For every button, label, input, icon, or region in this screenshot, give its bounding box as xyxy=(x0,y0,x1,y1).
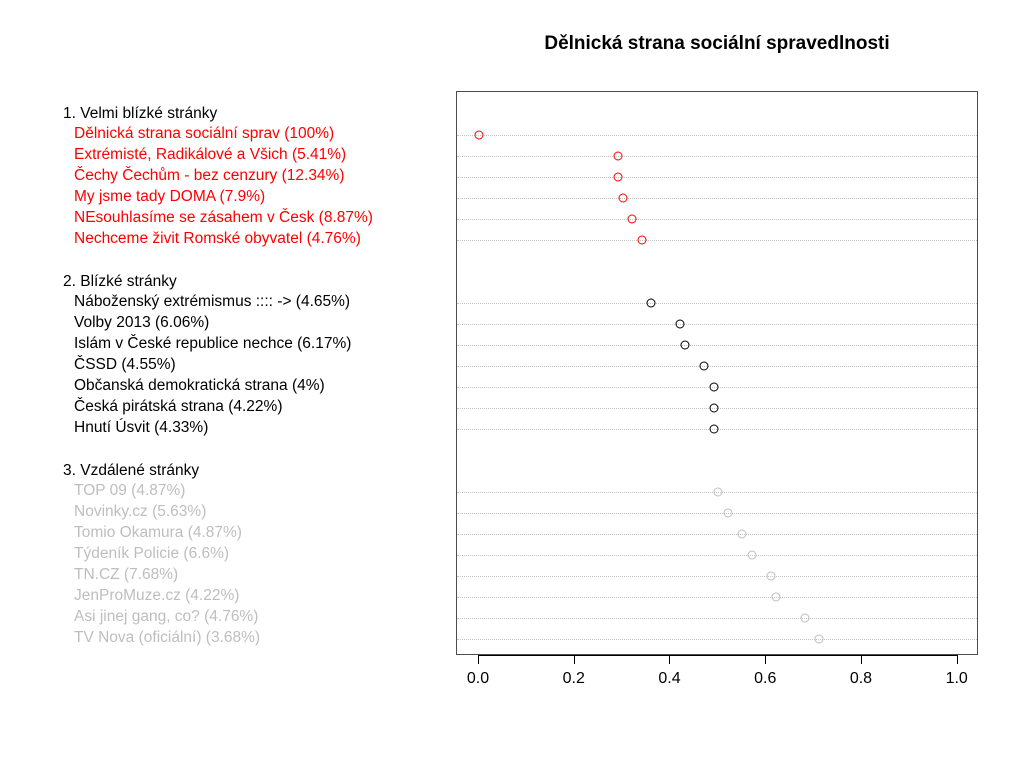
data-point[interactable] xyxy=(627,214,637,224)
x-axis-tick xyxy=(573,655,575,664)
x-axis: 0.0 0.2 0.4 0.6 0.8 1.0 xyxy=(456,655,978,715)
data-point[interactable] xyxy=(709,424,719,434)
group-header-2: 2. Blízké stránky xyxy=(63,273,177,290)
plot-panel xyxy=(456,91,978,655)
data-point[interactable] xyxy=(680,340,690,350)
gridline xyxy=(457,576,977,578)
data-point[interactable] xyxy=(713,487,723,497)
legend-item-label: Extrémisté, Radikálové a Všich (5.41%) xyxy=(74,146,347,163)
legend-item-label: JenProMuze.cz (4.22%) xyxy=(74,587,240,604)
legend-item-label: TN.CZ (7.68%) xyxy=(74,566,179,583)
x-axis-tick-label: 1.0 xyxy=(945,670,968,687)
gridline xyxy=(457,639,977,641)
data-point[interactable] xyxy=(771,592,781,602)
gridline xyxy=(457,534,977,536)
data-point[interactable] xyxy=(709,382,719,392)
data-point[interactable] xyxy=(814,634,824,644)
legend-item-label: Tomio Okamura (4.87%) xyxy=(74,524,242,541)
legend-item-label: Volby 2013 (6.06%) xyxy=(74,314,210,331)
data-point-layer xyxy=(457,92,977,654)
legend-item-label: Náboženský extrémismus :::: -> (4.65%) xyxy=(74,293,351,310)
x-axis-tick-label: 0.2 xyxy=(562,670,585,687)
legend-item-label: Islám v České republice nechce (6.17%) xyxy=(74,335,352,352)
gridline xyxy=(457,324,977,326)
gridline xyxy=(457,219,977,221)
page-title: Dělnická strana sociální spravedlnosti xyxy=(544,33,890,54)
legend-item-label: Česká pirátská strana (4.22%) xyxy=(74,398,283,415)
gridline xyxy=(457,366,977,368)
gridline xyxy=(457,156,977,158)
data-point[interactable] xyxy=(723,508,733,518)
group-header-1: 1. Velmi blízké stránky xyxy=(63,105,218,122)
x-axis-tick xyxy=(765,655,767,664)
data-point[interactable] xyxy=(618,193,628,203)
data-point[interactable] xyxy=(699,361,709,371)
data-point[interactable] xyxy=(613,151,623,161)
x-axis-tick xyxy=(669,655,671,664)
data-point[interactable] xyxy=(637,235,647,245)
gridline xyxy=(457,135,977,137)
legend-item-label: Hnutí Úsvit (4.33%) xyxy=(74,419,209,436)
data-point[interactable] xyxy=(800,613,810,623)
data-point[interactable] xyxy=(675,319,685,329)
legend-item-label: Asi jinej gang, co? (4.76%) xyxy=(74,608,259,625)
data-point[interactable] xyxy=(737,529,747,539)
legend-item-label: TV Nova (oficiální) (3.68%) xyxy=(74,629,261,646)
legend-item-label: Novinky.cz (5.63%) xyxy=(74,503,207,520)
legend-item-label: ČSSD (4.55%) xyxy=(74,356,176,373)
x-axis-tick xyxy=(478,655,479,664)
data-point[interactable] xyxy=(766,571,776,581)
data-point[interactable] xyxy=(747,550,757,560)
gridline xyxy=(457,597,977,599)
gridline xyxy=(457,345,977,347)
legend-item-label: My jsme tady DOMA (7.9%) xyxy=(74,188,266,205)
x-axis-tick-label: 0.6 xyxy=(754,670,777,687)
data-point[interactable] xyxy=(613,172,623,182)
group-header-3: 3. Vzdálené stránky xyxy=(63,462,200,479)
gridline xyxy=(457,513,977,515)
data-point[interactable] xyxy=(474,130,484,140)
data-point[interactable] xyxy=(646,298,656,308)
legend-item-label: Čechy Čechům - bez cenzury (12.34%) xyxy=(74,167,345,184)
legend-label-column: 1. Velmi blízké stránky Dělnická strana s… xyxy=(0,0,450,768)
legend-item-label: NEsouhlasíme se zásahem v Česk (8.87%) xyxy=(74,209,373,226)
legend-item-label: Nechceme živit Romské obyvatel (4.76%) xyxy=(74,230,361,247)
x-axis-tick-label: 0.4 xyxy=(658,670,681,687)
x-axis-tick-label: 0.8 xyxy=(849,670,873,687)
x-axis-line xyxy=(478,655,957,656)
x-axis-tick xyxy=(860,655,862,664)
gridline xyxy=(457,240,977,242)
data-point[interactable] xyxy=(709,403,719,413)
gridline xyxy=(457,303,977,305)
legend-item-label: Týdeník Policie (6.6%) xyxy=(74,545,230,562)
gridline xyxy=(457,177,977,179)
x-axis-tick-label: 0.0 xyxy=(466,670,490,687)
gridline xyxy=(457,198,977,200)
gridline xyxy=(457,618,977,620)
legend-item-label: Dělnická strana sociální sprav (100%) xyxy=(74,125,335,142)
legend-item-label: Občanská demokratická strana (4%) xyxy=(74,377,325,394)
legend-item-label: TOP 09 (4.87%) xyxy=(74,482,186,499)
x-axis-tick xyxy=(956,655,958,664)
gridline xyxy=(457,555,977,557)
